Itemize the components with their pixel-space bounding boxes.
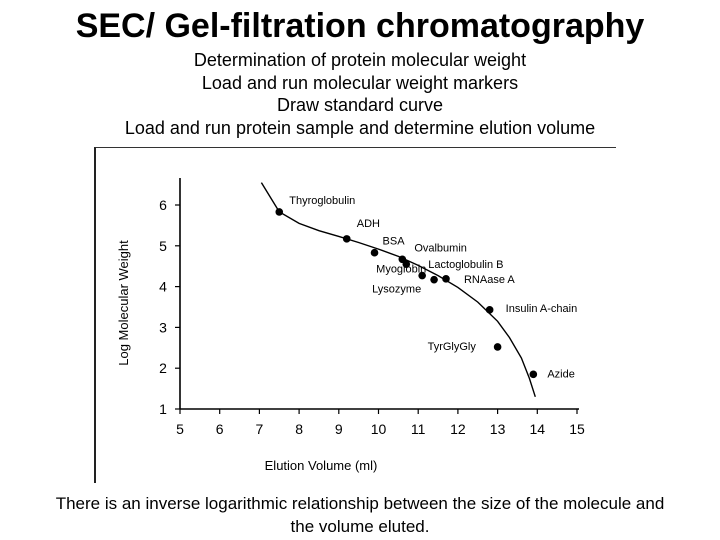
y-tick-label: 1 — [159, 401, 167, 417]
caption: There is an inverse logarithmic relation… — [0, 492, 720, 538]
caption-line: the volume eluted. — [290, 517, 430, 536]
x-tick-label: 11 — [411, 421, 426, 437]
y-tick-label: 4 — [159, 279, 167, 295]
bullet-item: Draw standard curve — [276, 95, 444, 115]
data-point — [430, 275, 438, 284]
x-tick-label: 6 — [216, 421, 224, 437]
x-tick-label: 13 — [490, 421, 506, 437]
y-axis-title: Log Molecular Weight — [116, 240, 131, 366]
data-point-label: Ovalbumin — [414, 242, 467, 254]
data-point-label: Lysozyme — [372, 284, 421, 296]
data-point — [485, 306, 494, 314]
data-point — [370, 248, 379, 257]
y-tick-label: 2 — [159, 360, 167, 376]
data-point — [529, 370, 538, 379]
data-point — [342, 235, 351, 243]
data-point-label: ADH — [357, 218, 380, 230]
data-point-label: Lactoglobulin B — [428, 259, 503, 271]
bullet-item: Load and run protein sample and determin… — [124, 117, 596, 138]
data-point-label: TyrGlyGly — [428, 341, 477, 353]
x-tick-label: 8 — [295, 421, 303, 437]
x-tick-label: 12 — [450, 421, 466, 437]
bullet-list: Determination of protein molecular weigh… — [0, 49, 720, 139]
standard-curve-line — [260, 182, 536, 398]
x-tick-label: 10 — [371, 421, 387, 437]
data-point — [418, 271, 426, 280]
bullet-item: Determination of protein molecular weigh… — [193, 50, 527, 70]
data-point-label: Thyroglobulin — [289, 195, 355, 207]
chart-points-group — [275, 208, 538, 379]
data-point — [493, 343, 502, 351]
data-point-label: RNAase A — [464, 274, 515, 286]
data-point-label: Insulin A-chain — [506, 303, 578, 315]
caption-line: There is an inverse logarithmic relation… — [55, 494, 665, 513]
data-point — [275, 208, 284, 216]
chart-frame: 5 6 7 8 9 10 11 12 13 14 15 1 2 3 4 5 6 Thyroglobulin ADH… — [94, 147, 616, 483]
data-point-label: Azide — [547, 368, 575, 380]
x-tick-label: 14 — [530, 421, 546, 437]
data-point-label: BSA — [383, 236, 406, 248]
y-tick-label: 6 — [159, 197, 167, 213]
bullet-item: Load and run molecular weight markers — [201, 72, 519, 93]
slide-title: SEC/ Gel-filtration chromatography — [75, 7, 645, 45]
data-point — [442, 275, 450, 283]
y-tick-label: 5 — [159, 238, 167, 254]
y-tick-label: 3 — [159, 319, 167, 335]
chart-curve-group — [260, 182, 536, 398]
x-tick-label: 7 — [256, 421, 264, 437]
data-point-label: Myoglobin — [376, 264, 426, 276]
data-point — [402, 260, 411, 268]
x-tick-label: 9 — [335, 421, 343, 437]
x-axis-title: Elution Volume (ml) — [265, 458, 378, 473]
x-tick-label: 15 — [569, 421, 585, 437]
x-tick-label: 5 — [176, 421, 184, 437]
